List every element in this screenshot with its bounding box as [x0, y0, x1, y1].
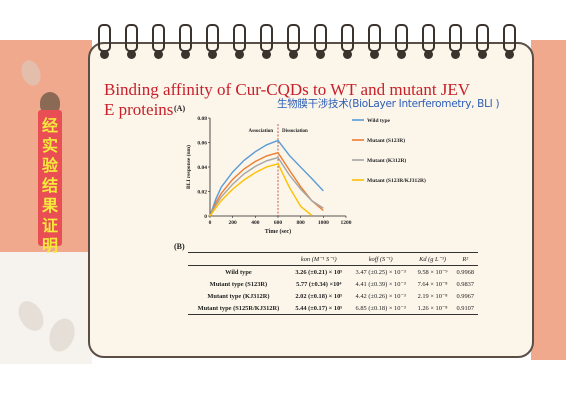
x-tick-label: 1200 [341, 220, 352, 226]
koff-cell: 3.47 (±0.25) × 10⁻³ [355, 269, 406, 276]
punch-hole-icon [397, 50, 406, 59]
side-tag [38, 110, 62, 246]
punch-hole-icon [478, 50, 487, 59]
side-tag-text: 经实验结果证明 [41, 116, 58, 255]
slide-title: Binding affinity of Cur-CQDs to WT and m… [104, 80, 470, 119]
table-row: Mutant type (KJ312R) 2.02 (±0.18) × 10⁵ … [188, 290, 478, 302]
punch-hole-icon [424, 50, 433, 59]
y-tick-label: 0 [204, 214, 207, 220]
panel-b-label: (B) [174, 242, 185, 251]
bli-response-chart: 0 200 400 600 800 1000 1200 0 0.02 0.04 0.06 0.08 Ti… [185, 116, 426, 235]
binder-ring-icon [503, 24, 516, 52]
kd-cell: 7.64 × 10⁻⁸ [417, 281, 448, 288]
binder-ring-icon [206, 24, 219, 52]
y-axis-label: BLI response (nm) [185, 145, 192, 189]
legend-label: Wild type [367, 118, 391, 124]
x-tick-label: 200 [229, 220, 238, 226]
y-tick-label: 0.04 [197, 165, 207, 171]
koff-cell: 6.85 (±0.18) × 10⁻³ [348, 302, 413, 315]
kd-cell: 1.26 × 10⁻⁸ [412, 302, 453, 315]
x-tick-label: 0 [209, 220, 212, 226]
x-tick-label: 1000 [318, 220, 329, 226]
legend-label: Mutant (K312R) [367, 157, 406, 164]
table-header-cell: R² [452, 252, 478, 266]
punch-hole-icon [127, 50, 136, 59]
kon-cell: 5.44 (±0.17) × 10⁵ [288, 302, 349, 315]
binder-ring-icon [125, 24, 138, 52]
table-header-cell: koff (S⁻¹) [348, 252, 413, 266]
table-row: Mutant type (S123R) 5.77 (±0.34) ×10⁴ 4.… [188, 278, 478, 290]
association-annotation: Association [249, 129, 274, 134]
y-tick-label: 0.08 [197, 116, 207, 122]
binder-ring-icon [422, 24, 435, 52]
punch-hole-icon [505, 50, 514, 59]
binder-ring-icon [260, 24, 273, 52]
table-row: Wild type 3.26 (±0.21) × 10⁵ 3.47 (±0.25… [188, 266, 478, 279]
r2-cell: 0.9837 [456, 280, 475, 288]
punch-hole-icon [235, 50, 244, 59]
x-tick-label: 400 [251, 220, 260, 226]
binder-ring-icon [314, 24, 327, 52]
series-line [209, 151, 324, 217]
kon-cell: 3.26 (±0.21) × 10⁵ [295, 268, 343, 276]
kd-cell: 9.58 × 10⁻⁹ [417, 269, 448, 276]
slide-subtitle: 生物膜干涉技术(BioLayer Interferometry, BLI ) [277, 98, 500, 110]
bottom-left-panel [0, 252, 92, 364]
koff-cell: 4.42 (±0.26) × 10⁻³ [355, 293, 406, 300]
punch-hole-icon [451, 50, 460, 59]
r2-cell: 0.9968 [456, 268, 475, 276]
binder-ring-icon [179, 24, 192, 52]
kd-cell: 2.19 × 10⁻⁸ [417, 293, 448, 300]
series-line [209, 139, 324, 217]
legend-label: Mutant (S123R) [367, 137, 405, 144]
y-tick-label: 0.06 [197, 141, 207, 147]
binder-ring-icon [341, 24, 354, 52]
punch-hole-icon [208, 50, 217, 59]
y-tick-label: 0.02 [197, 190, 207, 196]
binder-ring-icon [98, 24, 111, 52]
series-line [209, 156, 324, 217]
koff-cell: 4.41 (±0.39) × 10⁻³ [355, 281, 406, 288]
right-accent-panel [531, 40, 566, 360]
table-header-cell: kon (M⁻¹ S⁻¹) [288, 252, 349, 266]
r2-cell: 0.9107 [452, 302, 478, 315]
binder-ring-icon [395, 24, 408, 52]
panel-a-label: (A) [174, 104, 186, 113]
binder-ring-icon [287, 24, 300, 52]
binder-ring-icon [152, 24, 165, 52]
kinetics-table: kon (M⁻¹ S⁻¹) koff (S⁻¹) Kd (g L⁻¹) R² W… [188, 252, 478, 315]
punch-hole-icon [343, 50, 352, 59]
punch-hole-icon [154, 50, 163, 59]
series-line [209, 162, 313, 217]
punch-hole-icon [289, 50, 298, 59]
binder-ring-icon [368, 24, 381, 52]
kon-cell: 2.02 (±0.18) × 10⁵ [295, 292, 343, 300]
x-axis-label: Time (sec) [265, 228, 291, 235]
binder-ring-icon [476, 24, 489, 52]
table-header-row: kon (M⁻¹ S⁻¹) koff (S⁻¹) Kd (g L⁻¹) R² [188, 252, 478, 266]
binder-ring-icon [449, 24, 462, 52]
x-tick-label: 600 [274, 220, 283, 226]
kon-cell: 5.77 (±0.34) ×10⁴ [296, 280, 342, 288]
punch-hole-icon [262, 50, 271, 59]
row-label: Mutant type (KJ312R) [207, 292, 270, 300]
x-tick-label: 800 [297, 220, 306, 226]
r2-cell: 0.9967 [456, 292, 475, 300]
row-label: Mutant type (S125R/KJ312R) [188, 302, 289, 315]
binder-ring-icon [233, 24, 246, 52]
punch-hole-icon [100, 50, 109, 59]
punch-hole-icon [181, 50, 190, 59]
table-header-cell: Kd (g L⁻¹) [412, 252, 453, 266]
table-row: Mutant type (S125R/KJ312R) 5.44 (±0.17) … [188, 302, 478, 315]
legend-label: Mutant (S123R/KJ312R) [367, 177, 426, 184]
row-label: Mutant type (S123R) [209, 280, 268, 288]
dissociation-annotation: Dissociation [282, 129, 308, 134]
punch-hole-icon [316, 50, 325, 59]
tag-knot-icon [40, 92, 60, 114]
table-header-cell [188, 252, 289, 266]
row-label: Wild type [225, 268, 252, 276]
punch-hole-icon [370, 50, 379, 59]
